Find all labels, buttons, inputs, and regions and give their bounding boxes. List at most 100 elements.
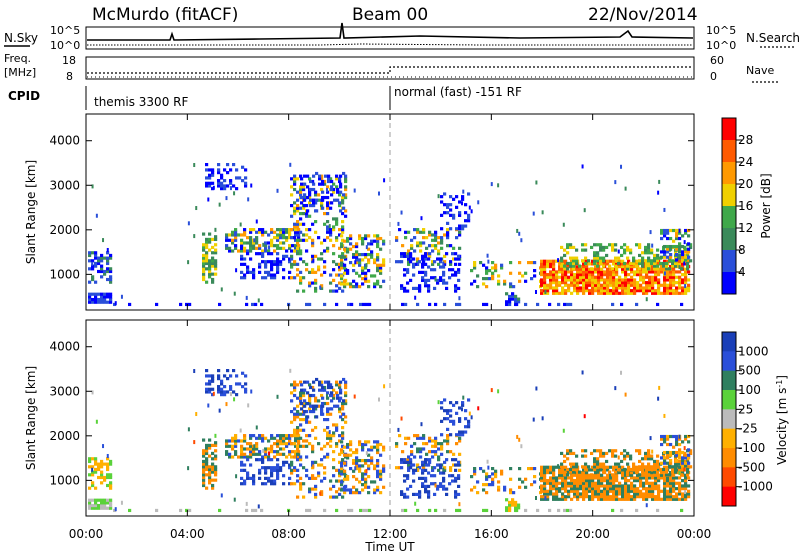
power-cell (654, 270, 658, 274)
velocity-cell (193, 369, 196, 374)
power-cell (681, 250, 685, 254)
power-cell (606, 286, 610, 290)
velocity-cell (663, 495, 667, 499)
power-cell (299, 238, 303, 242)
power-cell (358, 274, 362, 278)
power-cell (202, 256, 206, 260)
velocity-cell (654, 484, 658, 488)
velocity-cell (672, 473, 676, 477)
power-cell (581, 259, 585, 263)
power-cell (558, 291, 562, 295)
velocity-cell (503, 488, 507, 492)
velocity-cell (440, 452, 444, 456)
velocity-cell (428, 436, 432, 440)
power-cell (358, 252, 362, 257)
power-cell (308, 302, 312, 307)
power-cell (400, 284, 404, 288)
power-cell (299, 230, 303, 234)
velocity-cell (293, 431, 297, 435)
velocity-cell (293, 415, 297, 419)
power-cell (273, 230, 277, 234)
power-cell (225, 246, 229, 250)
power-cell (418, 270, 422, 274)
velocity-cell (341, 495, 345, 499)
velocity-cell (100, 465, 104, 469)
power-cell (442, 278, 446, 282)
velocity-cell (270, 482, 274, 486)
power-cell (326, 195, 330, 200)
power-cell (573, 275, 577, 279)
velocity-cell (562, 428, 565, 433)
power-cell (255, 236, 259, 240)
power-cell (566, 245, 570, 250)
power-cell (639, 275, 643, 279)
power-cell (205, 259, 209, 263)
power-cell (94, 295, 98, 299)
velocity-cell (229, 387, 233, 391)
power-cell (482, 282, 486, 286)
velocity-cell (552, 471, 556, 475)
power-cell (458, 233, 462, 237)
power-cell (674, 251, 678, 255)
power-cell (373, 234, 377, 238)
velocity-cell (666, 437, 670, 441)
x-tick-label: 08:00 (271, 527, 306, 541)
power-cell (645, 265, 649, 269)
velocity-cell (270, 447, 274, 451)
power-cell (364, 255, 368, 259)
velocity-cell (424, 487, 428, 491)
power-cell (94, 261, 98, 266)
velocity-cell (258, 434, 262, 438)
velocity-cell (217, 377, 221, 381)
power-cell (297, 228, 301, 232)
power-cell (217, 179, 221, 183)
power-cell (669, 236, 673, 241)
power-cell (508, 297, 512, 301)
power-cell (654, 291, 658, 295)
velocity-cell (458, 439, 462, 443)
power-cell (270, 238, 274, 242)
velocity-cell (439, 482, 443, 486)
power-cell (211, 251, 215, 255)
velocity-cell (185, 508, 189, 513)
velocity-cell (255, 458, 259, 462)
power-cell (252, 246, 256, 250)
velocity-cell (315, 377, 319, 382)
velocity-cell (406, 495, 410, 499)
velocity-cell (106, 465, 110, 469)
power-cell (585, 275, 589, 279)
power-cell (302, 185, 306, 189)
velocity-cell (626, 462, 630, 466)
power-cell (561, 275, 565, 279)
power-cell (245, 302, 249, 307)
power-cell (446, 230, 450, 234)
power-cell (680, 302, 684, 307)
power-cell (299, 278, 303, 282)
velocity-cell (109, 503, 113, 508)
power-cell (597, 267, 601, 271)
power-cell (609, 289, 613, 293)
velocity-cell (279, 439, 283, 443)
colorbar-tick-label: 4 (738, 265, 746, 279)
velocity-cell (558, 489, 562, 493)
velocity-cell (457, 474, 461, 478)
power-cell (100, 267, 104, 271)
power-cell (618, 265, 622, 269)
power-cell (427, 257, 431, 261)
power-cell (599, 243, 603, 247)
velocity-cell (243, 463, 247, 467)
power-cell (332, 278, 336, 282)
velocity-cell (94, 486, 98, 490)
power-cell (552, 286, 556, 290)
velocity-cell (600, 489, 604, 493)
velocity-cell (364, 440, 368, 444)
power-cell (687, 234, 691, 238)
velocity-cell (591, 468, 595, 472)
velocity-cell (530, 483, 534, 487)
velocity-cell (341, 444, 345, 448)
velocity-cell (654, 495, 658, 499)
power-cell (297, 249, 301, 253)
velocity-cell (570, 484, 574, 488)
power-cell (678, 275, 682, 279)
velocity-cell (300, 401, 304, 406)
